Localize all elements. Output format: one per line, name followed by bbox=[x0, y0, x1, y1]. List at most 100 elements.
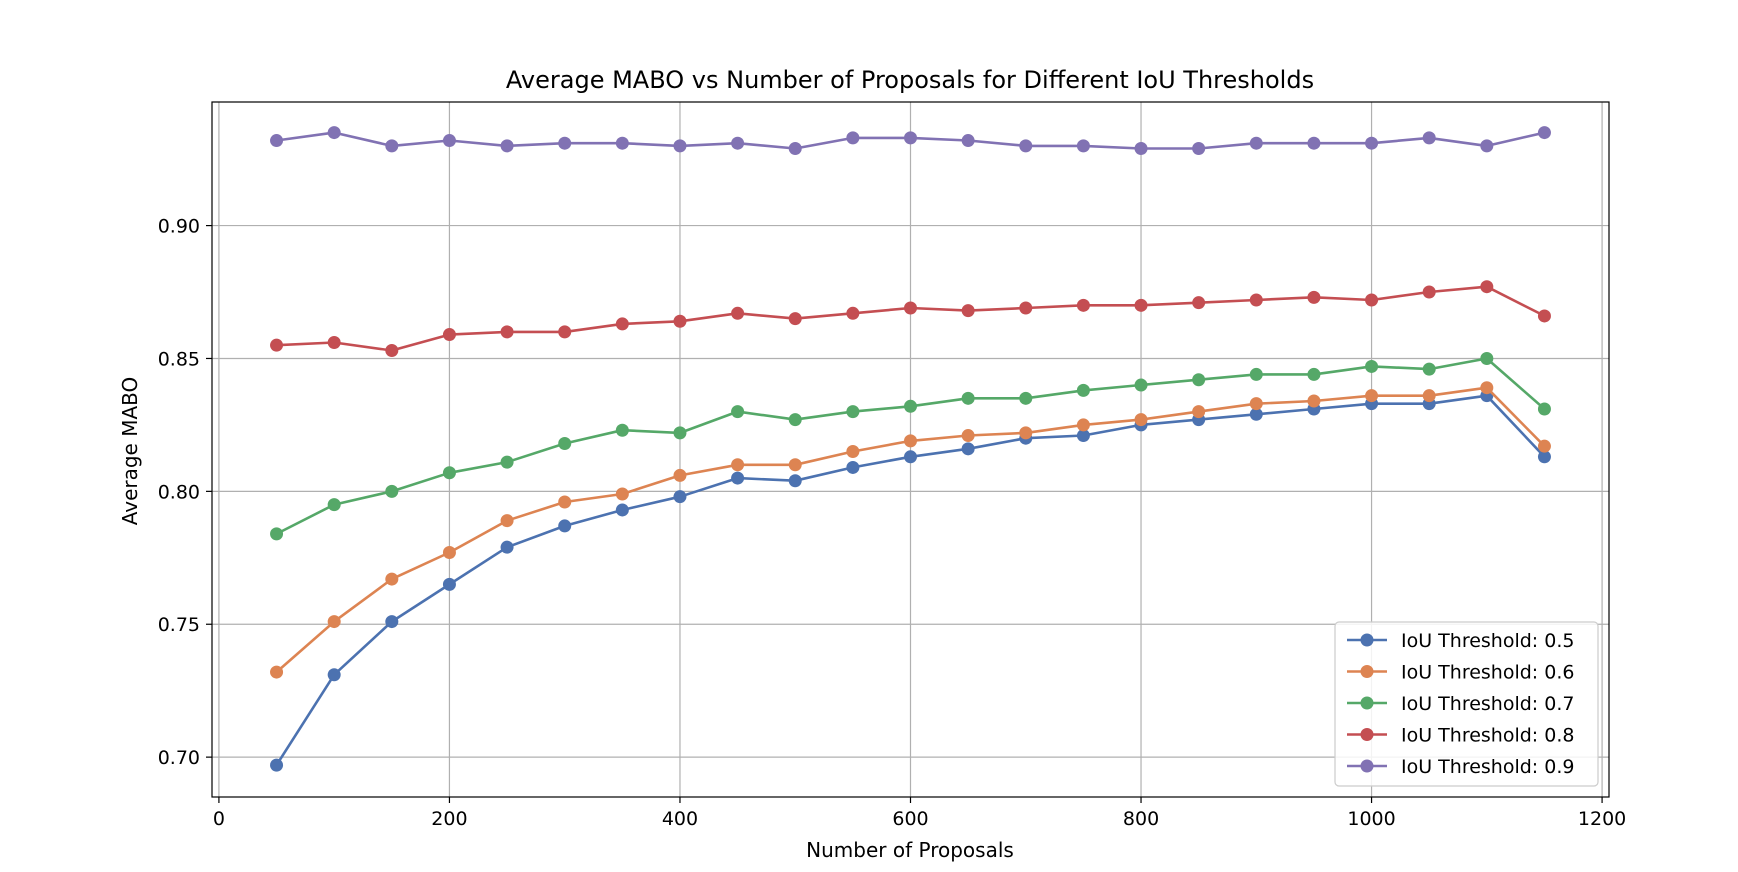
data-point bbox=[961, 134, 975, 148]
data-point bbox=[615, 487, 629, 501]
data-point bbox=[385, 484, 399, 498]
data-point bbox=[961, 391, 975, 405]
data-point bbox=[1422, 285, 1436, 299]
data-point bbox=[961, 429, 975, 443]
legend-label: IoU Threshold: 0.9 bbox=[1401, 756, 1574, 778]
data-point bbox=[442, 577, 456, 591]
series-3 bbox=[270, 351, 1551, 541]
legend-item: IoU Threshold: 0.7 bbox=[1347, 693, 1574, 715]
data-point bbox=[1480, 139, 1494, 153]
data-point bbox=[1019, 426, 1033, 440]
legend-item: IoU Threshold: 0.9 bbox=[1347, 756, 1574, 778]
y-tick-label: 0.75 bbox=[158, 614, 200, 636]
x-tick-label: 0 bbox=[213, 808, 225, 830]
data-point bbox=[904, 301, 917, 315]
data-point bbox=[1537, 439, 1551, 453]
legend-swatch-marker bbox=[1360, 633, 1374, 647]
data-point bbox=[961, 442, 975, 456]
data-point bbox=[500, 139, 514, 153]
data-point bbox=[442, 134, 456, 148]
y-tick-label: 0.85 bbox=[158, 348, 200, 370]
data-point bbox=[731, 136, 745, 150]
data-point bbox=[1076, 383, 1090, 397]
data-point bbox=[1249, 293, 1263, 307]
legend-label: IoU Threshold: 0.6 bbox=[1401, 662, 1574, 684]
data-point bbox=[385, 139, 399, 153]
data-point bbox=[1076, 298, 1090, 312]
x-axis-title: Number of Proposals bbox=[806, 838, 1014, 862]
data-point bbox=[1365, 136, 1379, 150]
data-point bbox=[788, 312, 802, 326]
data-point bbox=[1134, 413, 1148, 427]
data-point bbox=[385, 343, 399, 357]
data-point bbox=[1134, 142, 1148, 156]
x-tick-label: 1000 bbox=[1347, 808, 1395, 830]
data-point bbox=[1307, 136, 1321, 150]
data-point bbox=[1365, 389, 1379, 403]
legend-label: IoU Threshold: 0.8 bbox=[1401, 725, 1574, 747]
data-point bbox=[1076, 429, 1090, 443]
data-point bbox=[1537, 126, 1551, 140]
data-point bbox=[788, 458, 802, 472]
x-tick-label: 200 bbox=[431, 808, 467, 830]
data-point bbox=[731, 405, 745, 419]
data-point bbox=[500, 514, 514, 528]
data-point bbox=[500, 540, 514, 554]
data-point bbox=[615, 317, 629, 331]
data-point bbox=[1249, 136, 1263, 150]
data-point bbox=[327, 498, 341, 512]
data-point bbox=[673, 426, 687, 440]
data-point bbox=[385, 572, 399, 586]
data-point bbox=[904, 450, 917, 464]
data-point bbox=[673, 314, 687, 328]
data-point bbox=[846, 460, 860, 474]
data-point bbox=[1307, 367, 1321, 381]
data-point bbox=[615, 423, 629, 437]
legend-swatch-marker bbox=[1360, 759, 1374, 773]
data-point bbox=[1249, 397, 1263, 411]
data-point bbox=[673, 139, 687, 153]
data-point bbox=[442, 328, 456, 342]
chart-title: Average MABO vs Number of Proposals for … bbox=[506, 66, 1314, 94]
series-2 bbox=[270, 381, 1551, 679]
data-point bbox=[1019, 301, 1033, 315]
data-point bbox=[1249, 407, 1263, 421]
data-point bbox=[788, 413, 802, 427]
y-tick-label: 0.80 bbox=[158, 481, 200, 503]
data-point bbox=[558, 136, 572, 150]
data-point bbox=[1307, 290, 1321, 304]
data-point bbox=[846, 306, 860, 320]
data-point bbox=[558, 325, 572, 339]
data-point bbox=[442, 545, 456, 559]
data-point bbox=[1365, 293, 1379, 307]
data-point bbox=[731, 306, 745, 320]
data-point bbox=[270, 527, 284, 541]
data-point bbox=[788, 142, 802, 156]
legend-item: IoU Threshold: 0.8 bbox=[1347, 725, 1574, 747]
legend: IoU Threshold: 0.5 IoU Threshold: 0.6 IoU … bbox=[1334, 621, 1599, 787]
data-point bbox=[1192, 405, 1206, 419]
series-4 bbox=[270, 280, 1551, 357]
legend-item: IoU Threshold: 0.6 bbox=[1347, 662, 1574, 684]
data-point bbox=[1537, 309, 1551, 323]
data-point bbox=[904, 399, 917, 413]
x-tick-label: 600 bbox=[892, 808, 928, 830]
grid bbox=[212, 102, 1609, 797]
data-point bbox=[615, 503, 629, 517]
data-point bbox=[558, 437, 572, 451]
data-point bbox=[1422, 389, 1436, 403]
data-point bbox=[731, 471, 745, 485]
data-point bbox=[1192, 373, 1206, 387]
data-point bbox=[500, 455, 514, 469]
legend-swatch-marker bbox=[1360, 696, 1374, 710]
y-axis-title: Average MABO bbox=[118, 377, 142, 526]
data-point bbox=[500, 325, 514, 339]
x-tick-label: 800 bbox=[1123, 808, 1159, 830]
data-point bbox=[327, 336, 341, 350]
series-5 bbox=[270, 126, 1551, 156]
x-tick-label: 1200 bbox=[1578, 808, 1626, 830]
data-point bbox=[673, 490, 687, 504]
axes: 0 200 400 600 800 1000 1200 0.70 0.75 0.80 0.85 0.9… bbox=[158, 216, 1627, 830]
legend-box bbox=[1334, 621, 1599, 787]
data-point bbox=[673, 468, 687, 482]
